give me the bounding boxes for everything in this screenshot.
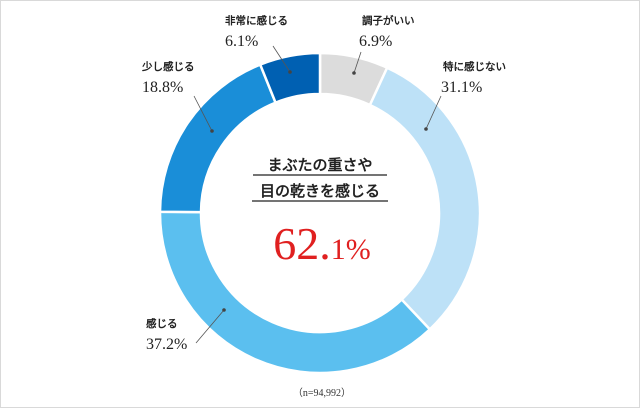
leader-dot-1	[352, 71, 356, 75]
slice-value-label-4: 18.8%	[142, 79, 183, 96]
sample-size-note: （n=94,992）	[293, 387, 351, 399]
donut-slices	[158, 51, 482, 375]
leader-line-5	[272, 45, 291, 73]
leader-line-4	[193, 95, 213, 132]
donut-slice-5	[258, 51, 322, 105]
slice-category-label-5: 非常に感じる	[225, 14, 288, 27]
slice-category-label-4: 少し感じる	[141, 60, 195, 73]
slice-value-label-1: 6.9%	[359, 33, 392, 50]
donut-slice-2	[368, 66, 482, 332]
center-value-unit: %	[346, 233, 371, 266]
center-value-dec: 1	[331, 233, 346, 266]
slice-category-label-3: 感じる	[146, 317, 178, 330]
leader-line-1	[353, 51, 362, 74]
leader-dot-2	[424, 127, 428, 131]
leader-dot-3	[222, 308, 226, 312]
slice-value-label-3: 37.2%	[146, 336, 187, 353]
donut-slice-3	[158, 210, 432, 375]
leader-line-3	[195, 309, 225, 344]
leader-dot-4	[210, 129, 214, 133]
slice-category-label-1: 調子がいい	[362, 14, 415, 27]
center-value-int: 62.	[273, 218, 331, 269]
slice-category-label-2: 特に感じない	[443, 60, 506, 73]
center-title-line2: 目の乾きを感じる	[260, 182, 380, 200]
leader-line-2	[425, 95, 442, 130]
leader-dot-5	[288, 70, 292, 74]
slice-value-label-2: 31.1%	[441, 79, 482, 96]
slice-value-label-5: 6.1%	[225, 33, 258, 50]
center-title-line1: まぶたの重さや	[267, 156, 372, 174]
leader-lines	[193, 45, 442, 344]
center-value: 62.1%	[273, 218, 371, 269]
slice-labels: 調子がいい 6.9% 特に感じない 31.1% 感じる 37.2% 少し感じる 18.8% 非常…	[141, 14, 506, 353]
